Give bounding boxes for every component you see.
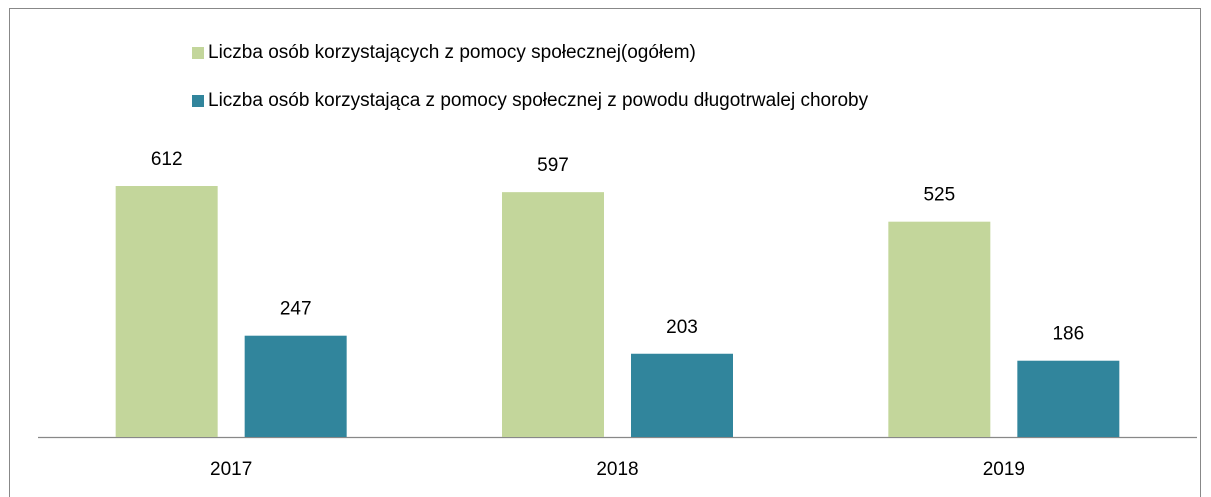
x-tick-label: 2019 — [983, 459, 1025, 480]
data-label: 612 — [151, 149, 183, 170]
legend-label: Liczba osób korzystających z pomocy społ… — [208, 42, 696, 63]
bar — [115, 186, 218, 437]
x-tick-label: 2018 — [596, 459, 638, 480]
bar — [1017, 360, 1120, 437]
legend-swatch — [192, 47, 204, 59]
data-label: 186 — [1052, 324, 1084, 345]
data-label: 525 — [923, 185, 955, 206]
bar — [244, 335, 347, 437]
bar — [631, 353, 733, 437]
data-label: 247 — [280, 299, 312, 320]
bar — [888, 221, 991, 437]
x-tick-label: 2017 — [210, 459, 252, 480]
data-label: 597 — [537, 155, 569, 176]
legend-swatch — [192, 95, 204, 107]
chart-frame — [9, 8, 1201, 497]
legend-label: Liczba osób korzystająca z pomocy społec… — [208, 90, 869, 111]
bar — [502, 192, 604, 437]
data-label: 203 — [666, 317, 698, 338]
